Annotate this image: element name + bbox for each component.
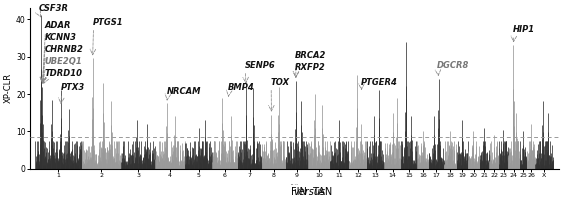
Text: NRCAM: NRCAM	[167, 87, 201, 96]
Text: BRCA2: BRCA2	[295, 51, 327, 60]
Text: CSF3R: CSF3R	[38, 4, 69, 14]
X-axis label: FIN – TAN: FIN – TAN	[291, 184, 298, 185]
Text: RXFP2: RXFP2	[295, 63, 326, 72]
Text: CHRNB2: CHRNB2	[44, 45, 83, 54]
Text: versus: versus	[293, 187, 326, 197]
Text: TDRD10: TDRD10	[44, 69, 83, 78]
Text: PTGS1: PTGS1	[92, 18, 123, 26]
Text: BMP4: BMP4	[228, 83, 254, 92]
Text: ADAR: ADAR	[44, 21, 71, 30]
Text: UBE2Q1: UBE2Q1	[44, 57, 82, 66]
Text: KCNN3: KCNN3	[44, 33, 77, 42]
Text: FIN: FIN	[291, 187, 310, 197]
Y-axis label: XP-CLR: XP-CLR	[4, 73, 13, 103]
Text: PTGER4: PTGER4	[360, 77, 397, 87]
Text: SENP6: SENP6	[244, 61, 275, 70]
Text: TAN: TAN	[310, 187, 332, 197]
Text: PTX3: PTX3	[61, 83, 85, 92]
Text: HIP1: HIP1	[513, 25, 535, 34]
Text: DGCR8: DGCR8	[437, 61, 470, 70]
Text: TOX: TOX	[270, 77, 289, 87]
